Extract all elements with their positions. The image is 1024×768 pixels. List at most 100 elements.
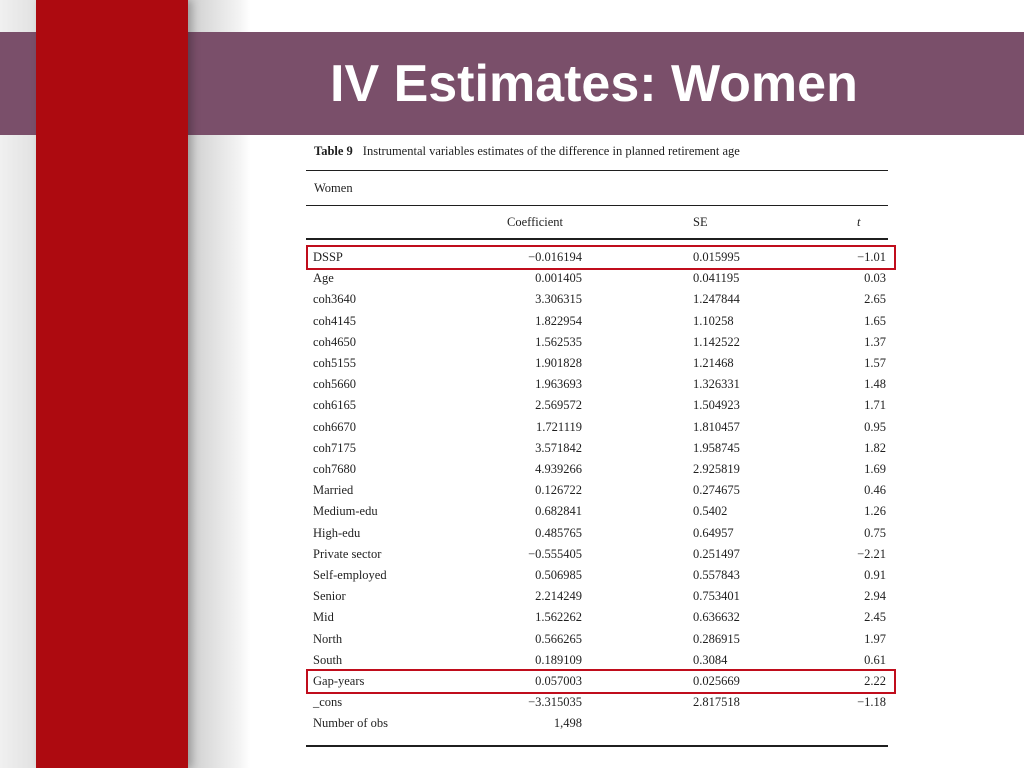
table-row: coh7680 4.939266 2.925819 1.69 <box>306 459 888 480</box>
row-se: 1.10258 <box>693 313 734 328</box>
row-name: coh5155 <box>313 356 357 370</box>
row-se: 0.5402 <box>693 504 728 519</box>
row-coefficient: 3.306315 <box>535 292 582 307</box>
row-se: 1.142522 <box>693 334 740 349</box>
row-coefficient: 1,498 <box>553 716 582 731</box>
row-name: South <box>313 652 343 667</box>
row-se: 0.64957 <box>693 525 734 540</box>
row-t: 1.82 <box>864 440 886 455</box>
row-name: Mid <box>313 610 334 625</box>
table-row: DSSP −0.016194 0.015995 −1.01 <box>306 247 888 268</box>
row-coefficient: 0.506985 <box>535 568 582 582</box>
row-t: 2.65 <box>864 292 886 307</box>
table-row: South 0.189109 0.3084 0.61 <box>306 650 888 671</box>
table-row: coh6165 2.569572 1.504923 1.71 <box>306 395 888 416</box>
row-coefficient: 3.571842 <box>535 440 582 455</box>
row-se: 0.286915 <box>693 631 740 646</box>
slide-title: IV Estimates: Women <box>330 55 858 113</box>
row-name: coh3640 <box>313 292 357 307</box>
row-t: 0.95 <box>864 419 886 434</box>
column-header-t: t <box>857 215 861 229</box>
row-coefficient: 1.562535 <box>535 334 582 349</box>
row-se: 0.636632 <box>693 610 740 625</box>
row-t: 1.69 <box>864 462 886 476</box>
table-row: Senior 2.214249 0.753401 2.94 <box>306 586 888 607</box>
column-header-coefficient: Coefficient <box>507 215 563 229</box>
row-coefficient: −3.315035 <box>528 695 582 710</box>
row-coefficient: 0.001405 <box>535 271 582 286</box>
top-rule <box>306 170 888 171</box>
table-row: Age 0.001405 0.041195 0.03 <box>306 268 888 289</box>
row-coefficient: 1.901828 <box>535 356 582 370</box>
row-t: 0.03 <box>864 271 886 286</box>
table-caption-label: Table 9 <box>314 144 353 158</box>
header-rule <box>306 238 888 240</box>
row-t: 1.65 <box>864 313 886 328</box>
row-name: Married <box>313 483 354 498</box>
row-se: 1.247844 <box>693 292 740 307</box>
row-t: 1.57 <box>864 356 886 370</box>
table-caption: Table 9 Instrumental variables estimates … <box>314 144 740 159</box>
row-se: 1.21468 <box>693 356 734 370</box>
table-row: Married 0.126722 0.274675 0.46 <box>306 480 888 501</box>
row-coefficient: 2.569572 <box>535 398 582 413</box>
row-t: 0.46 <box>864 483 886 498</box>
row-t: 0.91 <box>864 568 886 582</box>
row-se: 1.810457 <box>693 419 740 434</box>
table-row: coh4650 1.562535 1.142522 1.37 <box>306 332 888 353</box>
row-coefficient: 1.963693 <box>535 377 582 392</box>
row-se: 2.925819 <box>693 462 740 476</box>
table-row: High-edu 0.485765 0.64957 0.75 <box>306 523 888 544</box>
row-highlight-box <box>306 245 896 270</box>
row-se: 1.958745 <box>693 440 740 455</box>
row-name: coh6165 <box>313 398 357 413</box>
row-coefficient: 4.939266 <box>535 462 582 476</box>
row-name: Gap-years <box>313 674 365 688</box>
row-t: 1.37 <box>864 334 886 349</box>
table-row: Number of obs 1,498 <box>306 713 888 734</box>
group-rule <box>306 205 888 206</box>
row-se: 0.557843 <box>693 568 740 582</box>
row-name: coh7680 <box>313 462 357 476</box>
row-t: −1.18 <box>857 695 886 710</box>
row-name: Number of obs <box>313 716 388 731</box>
row-t: 2.45 <box>864 610 886 625</box>
row-se: 0.3084 <box>693 652 728 667</box>
row-coefficient: −0.555405 <box>528 546 582 561</box>
row-se: 0.015995 <box>693 250 740 264</box>
row-se: 0.251497 <box>693 546 740 561</box>
row-t: −1.01 <box>857 250 886 264</box>
table-row: _cons −3.315035 2.817518 −1.18 <box>306 692 888 713</box>
row-name: North <box>313 631 343 646</box>
row-name: coh6670 <box>313 419 357 434</box>
row-coefficient: 0.566265 <box>535 631 582 646</box>
accent-bar <box>36 0 188 768</box>
row-name: DSSP <box>313 250 343 264</box>
row-name: coh4650 <box>313 334 357 349</box>
table-row: Medium-edu 0.682841 0.5402 1.26 <box>306 501 888 522</box>
table-row: Self-employed 0.506985 0.557843 0.91 <box>306 565 888 586</box>
row-se: 0.753401 <box>693 589 740 604</box>
row-t: −2.21 <box>857 546 886 561</box>
row-coefficient: 0.485765 <box>535 525 582 540</box>
row-se: 2.817518 <box>693 695 740 710</box>
row-coefficient: 0.057003 <box>535 674 582 688</box>
table-row: coh5660 1.963693 1.326331 1.48 <box>306 374 888 395</box>
column-header-se: SE <box>693 215 708 229</box>
row-t: 1.26 <box>864 504 886 519</box>
row-coefficient: 0.126722 <box>535 483 582 498</box>
table-row: Gap-years 0.057003 0.025669 2.22 <box>306 671 888 692</box>
table-row: Private sector −0.555405 0.251497 −2.21 <box>306 544 888 565</box>
row-name: coh5660 <box>313 377 357 392</box>
group-label: Women <box>314 181 353 195</box>
row-coefficient: 0.682841 <box>535 504 582 519</box>
row-coefficient: 1.721119 <box>536 419 582 434</box>
row-t: 0.61 <box>864 652 886 667</box>
row-t: 1.71 <box>864 398 886 413</box>
row-coefficient: −0.016194 <box>528 250 582 264</box>
row-t: 1.97 <box>864 631 886 646</box>
row-se: 0.274675 <box>693 483 740 498</box>
row-name: coh4145 <box>313 313 357 328</box>
row-t: 2.22 <box>864 674 886 688</box>
